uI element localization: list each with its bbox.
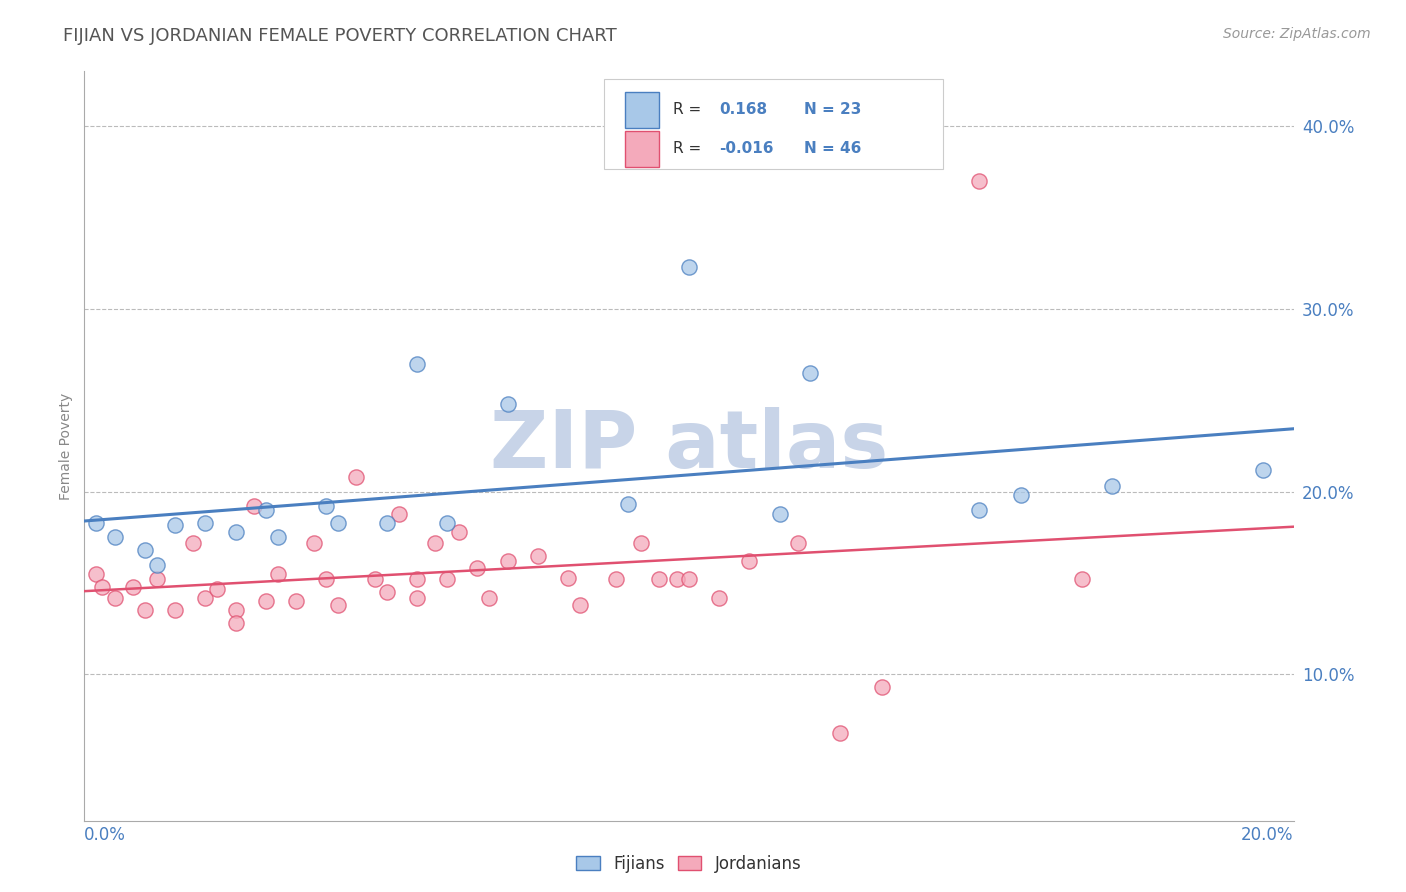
Point <box>267 530 290 544</box>
Point <box>225 616 247 631</box>
Point <box>1253 463 1275 477</box>
Text: N = 23: N = 23 <box>804 103 862 118</box>
Point <box>967 174 990 188</box>
Point <box>872 680 894 694</box>
Point <box>617 498 640 512</box>
Point <box>496 397 519 411</box>
Text: N = 46: N = 46 <box>804 141 862 156</box>
Point <box>375 585 398 599</box>
Point <box>225 524 247 539</box>
Point <box>1071 573 1094 587</box>
Point <box>207 582 229 596</box>
Text: -0.016: -0.016 <box>720 141 773 156</box>
Text: R =: R = <box>673 141 702 156</box>
Point <box>406 591 429 605</box>
Point <box>225 603 247 617</box>
FancyBboxPatch shape <box>624 130 659 167</box>
Point <box>254 503 277 517</box>
Legend: Fijians, Jordanians: Fijians, Jordanians <box>569 848 808 880</box>
Point <box>254 594 277 608</box>
Point <box>967 503 990 517</box>
Point <box>134 603 156 617</box>
Point <box>496 554 519 568</box>
Point <box>346 470 368 484</box>
FancyBboxPatch shape <box>605 78 943 169</box>
Point <box>449 524 471 539</box>
Point <box>285 594 308 608</box>
Point <box>830 726 852 740</box>
Text: 20.0%: 20.0% <box>1241 826 1294 844</box>
Point <box>786 536 808 550</box>
Point <box>665 573 688 587</box>
Point <box>678 573 700 587</box>
Point <box>104 530 127 544</box>
Point <box>769 507 792 521</box>
FancyBboxPatch shape <box>624 92 659 128</box>
Point <box>242 500 264 514</box>
Point <box>165 517 187 532</box>
Point <box>267 566 290 581</box>
Point <box>302 536 325 550</box>
Text: ZIP atlas: ZIP atlas <box>489 407 889 485</box>
Point <box>569 598 592 612</box>
Point <box>436 516 458 530</box>
Point <box>630 536 652 550</box>
Point <box>194 591 217 605</box>
Point <box>165 603 187 617</box>
Point <box>1011 488 1033 502</box>
Point <box>406 573 429 587</box>
Point <box>104 591 127 605</box>
Point <box>86 566 108 581</box>
Point <box>478 591 501 605</box>
Point <box>423 536 446 550</box>
Point <box>527 549 550 563</box>
Point <box>436 573 458 587</box>
Point <box>375 516 398 530</box>
Point <box>146 573 169 587</box>
Point <box>467 561 489 575</box>
Point <box>328 598 350 612</box>
Point <box>315 500 337 514</box>
Y-axis label: Female Poverty: Female Poverty <box>59 392 73 500</box>
Point <box>146 558 169 572</box>
Point <box>605 573 627 587</box>
Text: 0.168: 0.168 <box>720 103 768 118</box>
Point <box>557 571 579 585</box>
Point <box>315 573 337 587</box>
Point <box>363 573 385 587</box>
Point <box>648 573 671 587</box>
Point <box>91 580 114 594</box>
Point <box>388 507 411 521</box>
Point <box>709 591 731 605</box>
Point <box>799 366 821 380</box>
Point <box>134 543 156 558</box>
Point <box>181 536 204 550</box>
Point <box>738 554 761 568</box>
Point <box>121 580 143 594</box>
Point <box>194 516 217 530</box>
Point <box>86 516 108 530</box>
Point <box>328 516 350 530</box>
Text: FIJIAN VS JORDANIAN FEMALE POVERTY CORRELATION CHART: FIJIAN VS JORDANIAN FEMALE POVERTY CORRE… <box>63 27 617 45</box>
Text: Source: ZipAtlas.com: Source: ZipAtlas.com <box>1223 27 1371 41</box>
Point <box>678 260 700 274</box>
Text: 0.0%: 0.0% <box>84 826 127 844</box>
Point <box>1101 479 1123 493</box>
Text: R =: R = <box>673 103 706 118</box>
Point <box>406 357 429 371</box>
